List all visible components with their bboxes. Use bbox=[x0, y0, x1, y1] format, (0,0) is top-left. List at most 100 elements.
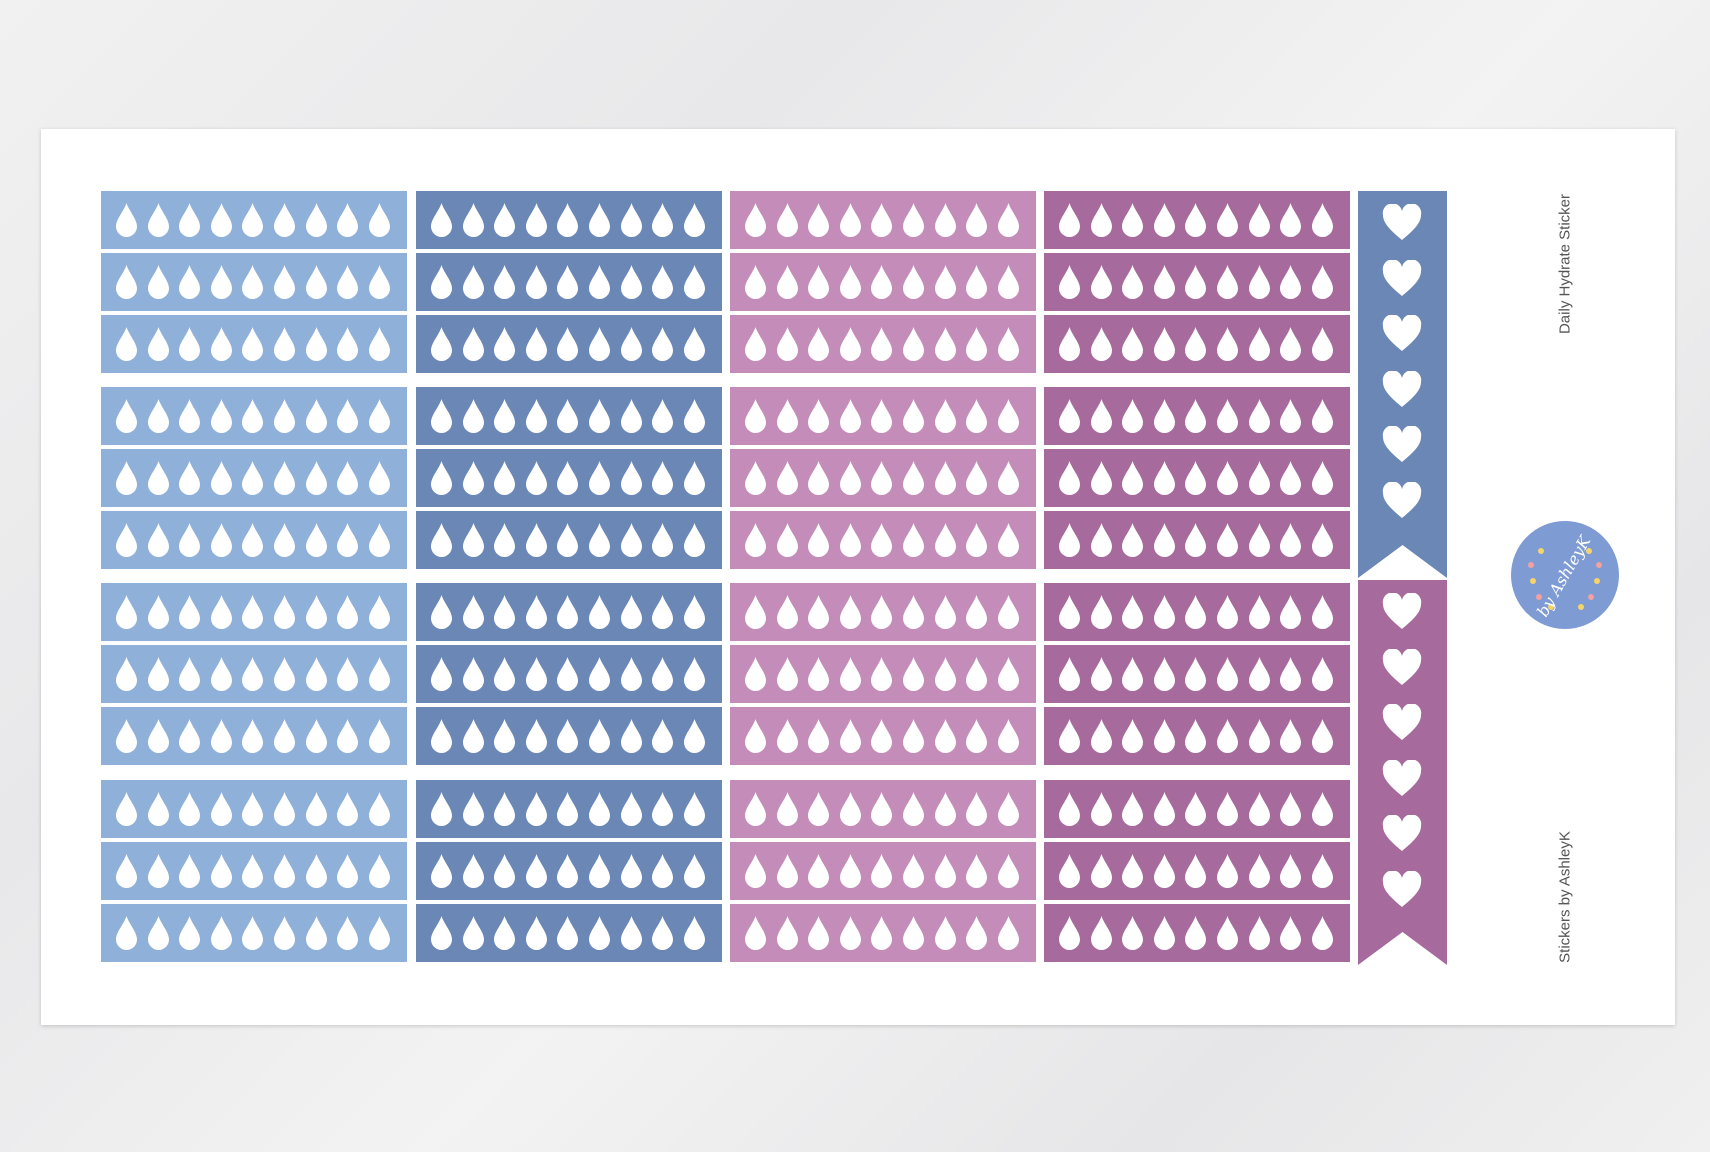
water-drop-icon bbox=[1280, 792, 1302, 826]
water-drop-icon bbox=[1059, 399, 1080, 433]
water-drop-icon bbox=[210, 327, 232, 361]
water-drop-icon bbox=[179, 657, 201, 691]
water-drop-icon bbox=[274, 854, 295, 888]
water-drop-icon bbox=[966, 399, 988, 433]
water-drop-icon bbox=[274, 719, 295, 753]
heart-icon bbox=[1382, 814, 1422, 853]
water-drop-icon bbox=[1217, 399, 1238, 433]
water-drop-icon bbox=[1185, 854, 1207, 888]
water-drop-icon bbox=[966, 916, 988, 950]
water-drop-icon bbox=[179, 399, 201, 433]
water-drop-icon bbox=[776, 719, 798, 753]
water-drop-icon bbox=[431, 719, 452, 753]
hydrate-strip bbox=[730, 253, 1036, 311]
water-drop-icon bbox=[242, 792, 264, 826]
water-drop-icon bbox=[462, 461, 484, 495]
water-drop-icon bbox=[589, 203, 610, 237]
hydrate-strip bbox=[1044, 511, 1350, 569]
water-drop-icon bbox=[1153, 523, 1175, 557]
water-drop-icon bbox=[652, 461, 674, 495]
water-drop-icon bbox=[494, 327, 516, 361]
water-drop-icon bbox=[557, 399, 579, 433]
hydrate-strip bbox=[1044, 842, 1350, 900]
water-drop-icon bbox=[116, 265, 137, 299]
water-drop-icon bbox=[776, 461, 798, 495]
water-drop-icon bbox=[1090, 327, 1112, 361]
water-drop-icon bbox=[1248, 203, 1270, 237]
water-drop-icon bbox=[997, 657, 1019, 691]
heart-icon bbox=[1382, 258, 1422, 298]
hydrate-strip bbox=[1044, 253, 1350, 311]
water-drop-icon bbox=[1248, 792, 1270, 826]
water-drop-icon bbox=[1185, 719, 1207, 753]
water-drop-icon bbox=[620, 595, 642, 629]
water-drop-icon bbox=[808, 399, 830, 433]
water-drop-icon bbox=[1059, 523, 1080, 557]
water-drop-icon bbox=[903, 327, 924, 361]
water-drop-icon bbox=[839, 461, 861, 495]
water-drop-icon bbox=[808, 792, 830, 826]
water-drop-icon bbox=[305, 916, 327, 950]
water-drop-icon bbox=[776, 792, 798, 826]
water-drop-icon bbox=[652, 719, 674, 753]
water-drop-icon bbox=[966, 657, 988, 691]
water-drop-icon bbox=[1153, 595, 1175, 629]
hydrate-strip bbox=[101, 449, 407, 507]
water-drop-icon bbox=[116, 595, 137, 629]
water-drop-icon bbox=[462, 399, 484, 433]
water-drop-icon bbox=[274, 461, 295, 495]
water-drop-icon bbox=[1185, 792, 1207, 826]
water-drop-icon bbox=[683, 657, 705, 691]
water-drop-icon bbox=[589, 265, 610, 299]
water-drop-icon bbox=[210, 203, 232, 237]
water-drop-icon bbox=[210, 657, 232, 691]
water-drop-icon bbox=[1311, 595, 1333, 629]
water-drop-icon bbox=[903, 265, 924, 299]
water-drop-icon bbox=[368, 792, 390, 826]
water-drop-icon bbox=[903, 203, 924, 237]
water-drop-icon bbox=[525, 595, 547, 629]
water-drop-icon bbox=[116, 327, 137, 361]
water-drop-icon bbox=[589, 916, 610, 950]
water-drop-icon bbox=[871, 792, 893, 826]
hydrate-strip bbox=[1044, 707, 1350, 765]
hydrate-strip bbox=[730, 780, 1036, 838]
water-drop-icon bbox=[1122, 916, 1144, 950]
water-drop-icon bbox=[305, 461, 327, 495]
water-drop-icon bbox=[776, 657, 798, 691]
svg-text:by AshleyK: by AshleyK bbox=[1533, 532, 1595, 620]
water-drop-icon bbox=[776, 203, 798, 237]
water-drop-icon bbox=[589, 327, 610, 361]
water-drop-icon bbox=[997, 792, 1019, 826]
water-drop-icon bbox=[179, 854, 201, 888]
water-drop-icon bbox=[808, 916, 830, 950]
water-drop-icon bbox=[1217, 854, 1238, 888]
water-drop-icon bbox=[525, 657, 547, 691]
water-drop-icon bbox=[966, 327, 988, 361]
water-drop-icon bbox=[147, 916, 169, 950]
water-drop-icon bbox=[147, 595, 169, 629]
water-drop-icon bbox=[683, 265, 705, 299]
water-drop-icon bbox=[934, 595, 956, 629]
water-drop-icon bbox=[776, 265, 798, 299]
water-drop-icon bbox=[494, 792, 516, 826]
water-drop-icon bbox=[1217, 792, 1238, 826]
water-drop-icon bbox=[305, 523, 327, 557]
hydrate-strip bbox=[416, 583, 722, 641]
water-drop-icon bbox=[494, 657, 516, 691]
water-drop-icon bbox=[305, 399, 327, 433]
water-drop-icon bbox=[242, 854, 264, 888]
water-drop-icon bbox=[1059, 595, 1080, 629]
water-drop-icon bbox=[966, 719, 988, 753]
water-drop-icon bbox=[745, 792, 766, 826]
water-drop-icon bbox=[557, 719, 579, 753]
water-drop-icon bbox=[1280, 657, 1302, 691]
water-drop-icon bbox=[620, 792, 642, 826]
hydrate-strip bbox=[416, 253, 722, 311]
water-drop-icon bbox=[839, 657, 861, 691]
water-drop-icon bbox=[997, 265, 1019, 299]
water-drop-icon bbox=[337, 719, 359, 753]
water-drop-icon bbox=[934, 719, 956, 753]
water-drop-icon bbox=[1311, 327, 1333, 361]
water-drop-icon bbox=[368, 595, 390, 629]
